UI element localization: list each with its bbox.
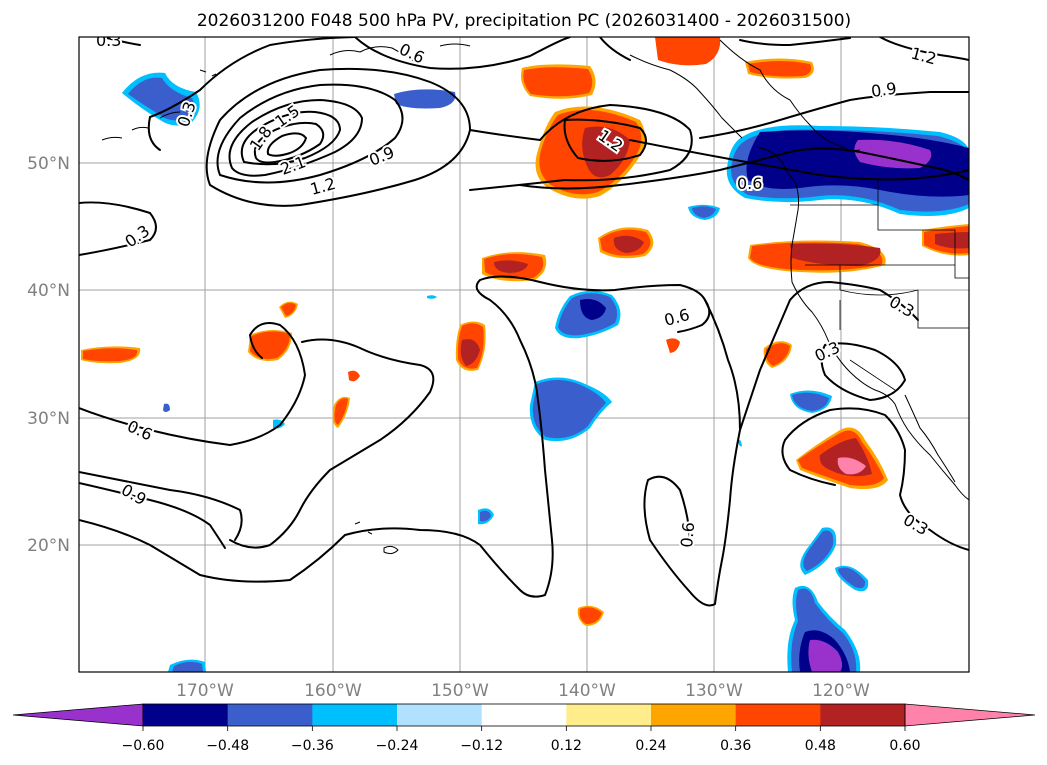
colorbar-ticks: −0.60 −0.48 −0.36 −0.24 −0.12 0.12 0.24 0.36 0.4…	[122, 726, 921, 754]
colorbar-tick-label: −0.24	[376, 738, 419, 754]
colorbar-segment	[227, 704, 313, 726]
state-borders	[790, 180, 969, 391]
lon-label-130w: 130°W	[685, 681, 743, 701]
precip-negative-area	[427, 295, 437, 299]
lat-label-40n: 40°N	[27, 281, 70, 301]
lon-label-120w: 120°W	[812, 681, 870, 701]
precip-positive-area	[796, 427, 888, 489]
colorbar-tick-label: 0.24	[635, 738, 666, 754]
precip-negative-area	[394, 89, 456, 109]
precip-positive-area	[577, 605, 604, 626]
precip-negative-area	[787, 585, 861, 672]
precip-negative-area	[163, 403, 170, 412]
precip-positive-area	[455, 321, 486, 371]
precip-positive-area	[81, 346, 141, 364]
colorbar-segment	[820, 704, 906, 726]
precip-positive-area	[332, 396, 350, 428]
contour-label: 0.6	[737, 174, 762, 193]
precip-negative-area	[726, 125, 969, 216]
lat-label-50n: 50°N	[27, 154, 70, 174]
pv-contours	[79, 37, 969, 607]
precip-negative-area	[800, 527, 837, 575]
precip-positive-area	[279, 301, 298, 318]
precip-positive-area	[666, 338, 680, 353]
precip-positive-area	[763, 341, 792, 368]
colorbar-extension-high	[905, 704, 1035, 726]
lon-label-140w: 140°W	[558, 681, 616, 701]
map-frame	[78, 36, 970, 673]
colorbar-tick-label: 0.36	[720, 738, 751, 754]
precip-positive-area	[482, 252, 547, 282]
colorbar-segment	[566, 704, 652, 726]
precip-negative-area	[835, 565, 869, 592]
colorbar-segment	[481, 704, 567, 726]
precip-positive-area	[922, 224, 969, 256]
lon-label-160w: 160°W	[304, 681, 362, 701]
precip-positive-area	[745, 58, 814, 79]
precip-negative-area	[688, 204, 720, 220]
precip-negative-area	[790, 390, 832, 413]
map-panel: 0.3 0.6 1.2 0.9 0.3 1.5 1.8 2.1 0.9 1.2 …	[78, 31, 970, 673]
colorbar-segment	[397, 704, 483, 726]
precip-positive-area	[348, 370, 360, 382]
colorbar-segment	[143, 704, 229, 726]
precip-positive-area	[521, 64, 596, 99]
precip-negative-area	[478, 508, 494, 525]
precip-negative-area	[168, 659, 206, 672]
contour-label: 0.9	[870, 79, 898, 101]
colorbar-tick-label: −0.36	[291, 738, 334, 754]
precip-negative-area	[738, 439, 742, 447]
colorbar-tick-label: −0.60	[122, 738, 165, 754]
colorbar-segments	[13, 704, 1035, 726]
latitude-labels: 50°N 40°N 30°N 20°N	[27, 154, 70, 556]
colorbar-tick-label: −0.48	[206, 738, 249, 754]
precip-negative-area	[529, 377, 612, 442]
colorbar-segment	[735, 704, 821, 726]
precip-positive-area	[655, 37, 721, 66]
colorbar-outline	[142, 703, 906, 727]
colorbar-segment	[651, 704, 737, 726]
colorbar: −0.60 −0.48 −0.36 −0.24 −0.12 0.12 0.24 0.36 0.4…	[12, 703, 1036, 754]
precip-positive-area	[248, 329, 292, 361]
lat-label-20n: 20°N	[27, 536, 70, 556]
lon-label-150w: 150°W	[431, 681, 489, 701]
colorbar-tick-label: 0.48	[805, 738, 836, 754]
precip-positive-area	[598, 227, 654, 259]
figure-title: 2026031200 F048 500 hPa PV, precipitatio…	[197, 11, 851, 31]
lon-label-170w: 170°W	[176, 681, 234, 701]
lat-label-30n: 30°N	[27, 409, 70, 429]
colorbar-tick-label: −0.12	[460, 738, 503, 754]
colorbar-tick-label: 0.12	[551, 738, 582, 754]
precip-negative-area	[555, 290, 621, 339]
precip-negative-area	[122, 72, 200, 126]
colorbar-extension-low	[13, 704, 143, 726]
colorbar-segment	[312, 704, 398, 726]
colorbar-tick-label: 0.60	[889, 738, 920, 754]
contour-label: 0.3	[96, 31, 121, 50]
precip-positive-area	[748, 240, 886, 273]
contour-label: 0.6	[677, 521, 698, 548]
longitude-labels: 170°W 160°W 150°W 140°W 130°W 120°W	[176, 681, 870, 701]
